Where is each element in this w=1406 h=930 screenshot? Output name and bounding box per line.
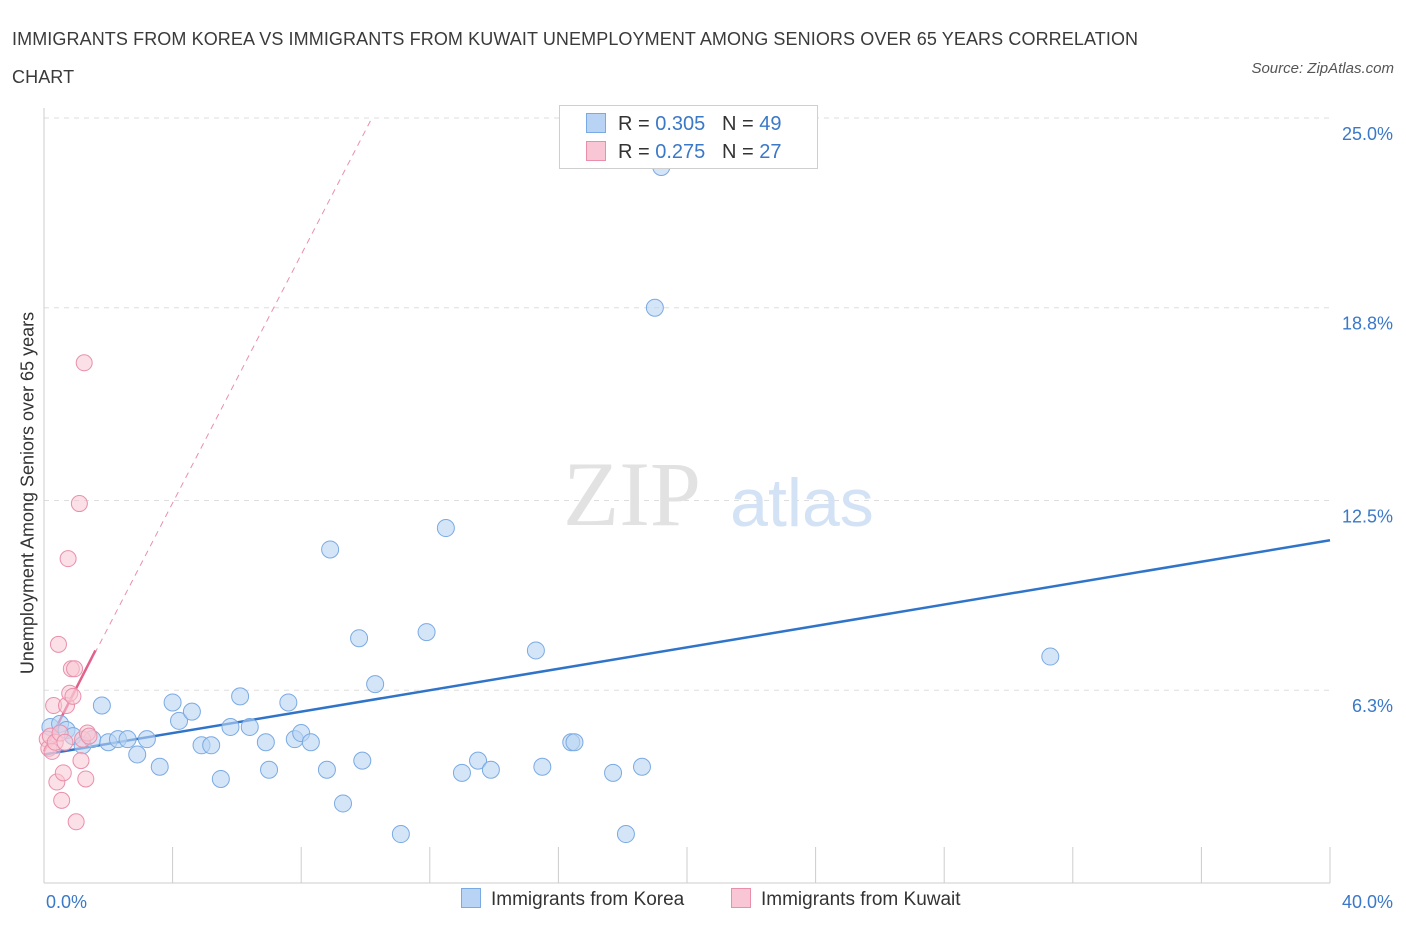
- gridlines: [44, 117, 1330, 691]
- korea-legend-swatch: [461, 888, 481, 908]
- bottom-legend-korea: Immigrants from Korea: [461, 888, 684, 911]
- kuwait-point: [59, 550, 77, 568]
- korea-point: [211, 769, 230, 788]
- y-tick-label: 12.5%: [1342, 507, 1393, 527]
- tick-labels: 6.3% 12.5% 18.8% 25.0% 0.0% 40.0%: [46, 124, 1393, 912]
- korea-point: [118, 730, 137, 749]
- korea-point: [333, 794, 352, 813]
- korea-point: [321, 540, 340, 559]
- korea-point: [526, 641, 545, 660]
- korea-point: [350, 629, 369, 648]
- kuwait-n-value: 27: [759, 141, 782, 163]
- korea-point: [616, 825, 635, 844]
- kuwait-point: [80, 727, 98, 745]
- korea-legend-label: Immigrants from Korea: [491, 889, 685, 910]
- legend-r-label: R =: [618, 113, 650, 135]
- trend-lines: [42, 117, 1331, 756]
- korea-point: [469, 751, 488, 770]
- korea-point: [170, 711, 189, 730]
- korea-point: [632, 757, 651, 776]
- korea-point: [604, 763, 623, 782]
- korea-r-value: 0.305: [655, 113, 706, 135]
- korea-point: [417, 623, 436, 642]
- kuwait-point: [49, 635, 67, 653]
- watermark-atlas: atlas: [730, 465, 874, 541]
- korea-trend-line: [43, 539, 1331, 756]
- korea-point: [366, 675, 385, 694]
- kuwait-point: [54, 764, 72, 782]
- kuwait-point: [66, 660, 84, 678]
- korea-point: [317, 760, 336, 779]
- korea-point: [1041, 647, 1060, 666]
- korea-point: [436, 519, 455, 538]
- legend-r-label: R =: [618, 141, 650, 163]
- korea-point: [260, 760, 279, 779]
- kuwait-point: [72, 752, 90, 770]
- kuwait-point: [75, 354, 93, 372]
- source-label: Source: ZipAtlas.com: [1251, 60, 1394, 77]
- kuwait-point: [53, 791, 71, 809]
- y-axis-label: Unemployment Among Seniors over 65 years: [17, 311, 38, 675]
- korea-point: [565, 733, 584, 752]
- legend-n-label: N =: [721, 141, 754, 163]
- korea-point: [202, 736, 221, 755]
- kuwait-r-value: 0.275: [655, 141, 706, 163]
- data-points: [38, 157, 1060, 844]
- x-tick-label: 0.0%: [46, 892, 87, 912]
- korea-point: [128, 745, 147, 764]
- kuwait-trend-extended: [43, 117, 373, 752]
- korea-point: [481, 760, 500, 779]
- chart-title: IMMIGRANTS FROM KOREA VS IMMIGRANTS FROM…: [12, 29, 1139, 87]
- korea-point: [452, 763, 471, 782]
- korea-point: [182, 702, 201, 721]
- korea-n-value: 49: [759, 113, 782, 135]
- korea-point: [137, 730, 156, 749]
- korea-point: [256, 733, 275, 752]
- watermark-zip: ZIP: [563, 443, 701, 545]
- korea-point: [231, 687, 250, 706]
- korea-swatch: [586, 113, 606, 133]
- y-tick-label: 6.3%: [1352, 696, 1393, 716]
- legend-n-label: N =: [721, 113, 754, 135]
- kuwait-legend-swatch: [731, 888, 751, 908]
- kuwait-point: [64, 687, 82, 705]
- correlation-legend: R = 0.305 N = 49 R = 0.275 N = 27: [559, 105, 818, 169]
- y-tick-label: 25.0%: [1342, 124, 1393, 144]
- kuwait-legend-label: Immigrants from Kuwait: [761, 889, 961, 910]
- korea-point: [92, 696, 111, 715]
- kuwait-point: [77, 770, 95, 788]
- korea-point: [645, 298, 664, 317]
- korea-point: [533, 757, 552, 776]
- korea-point: [150, 757, 169, 776]
- kuwait-point: [70, 495, 88, 513]
- korea-point: [279, 693, 298, 712]
- y-tick-label: 18.8%: [1342, 314, 1393, 334]
- legend-row-korea: R = 0.305 N = 49: [586, 111, 781, 137]
- korea-point: [353, 751, 372, 770]
- x-tick-label: 40.0%: [1342, 892, 1393, 912]
- korea-point: [391, 825, 410, 844]
- korea-point: [240, 717, 259, 736]
- legend-row-kuwait: R = 0.275 N = 27: [586, 139, 781, 165]
- bottom-legend-kuwait: Immigrants from Kuwait: [731, 888, 961, 911]
- kuwait-swatch: [586, 141, 606, 161]
- kuwait-point: [56, 733, 74, 751]
- korea-point: [221, 717, 240, 736]
- kuwait-point: [67, 813, 85, 831]
- korea-point: [301, 733, 320, 752]
- korea-point: [163, 693, 182, 712]
